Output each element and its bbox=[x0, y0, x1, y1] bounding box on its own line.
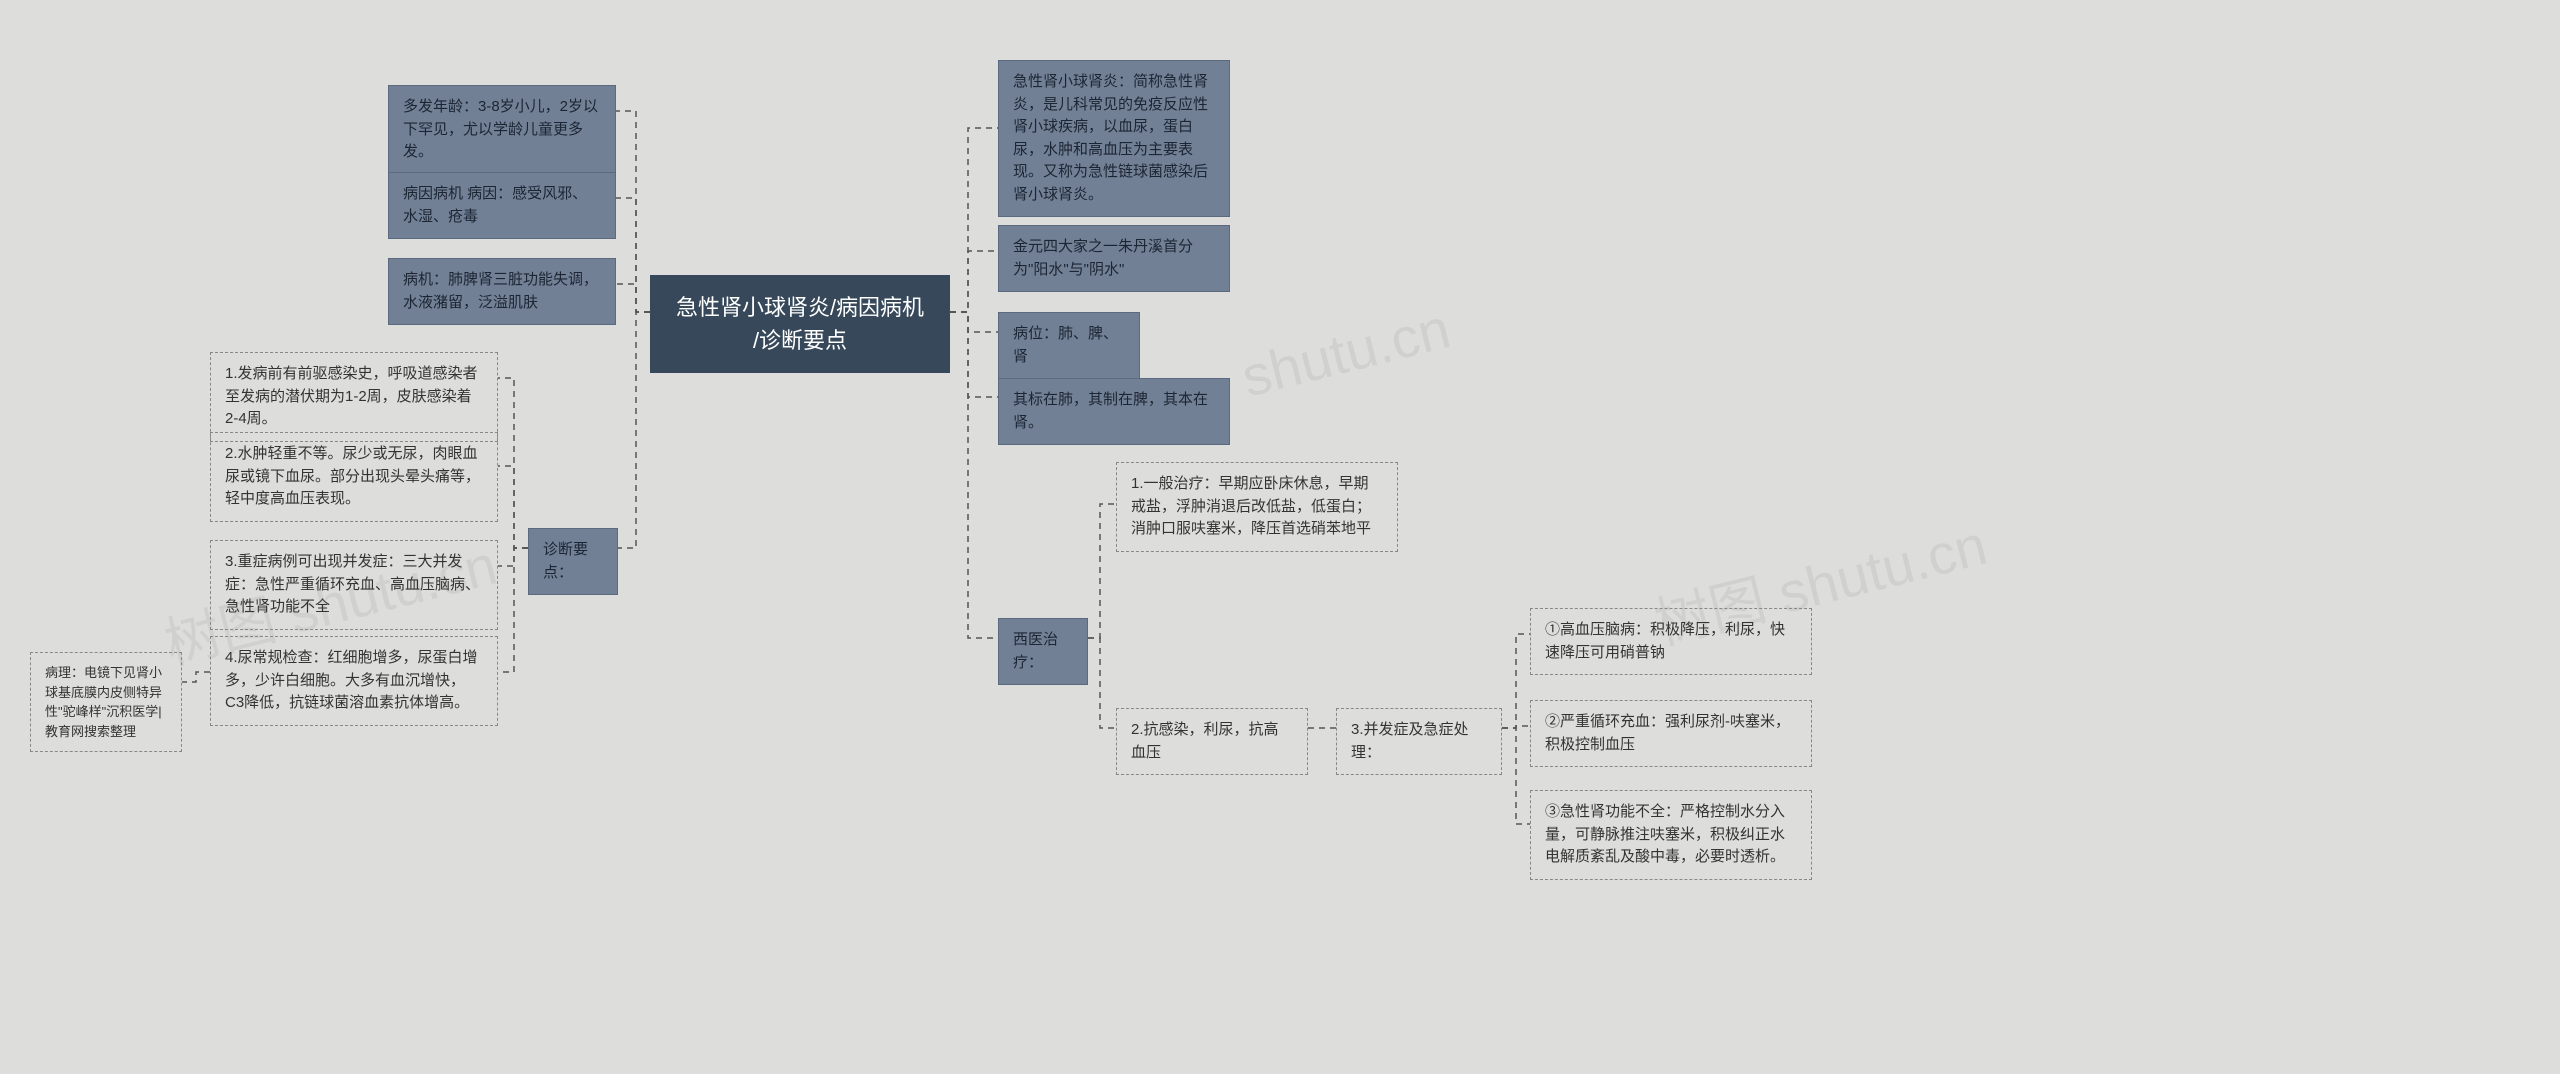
left-node-mechanism: 病机：肺脾肾三脏功能失调，水液潴留，泛溢肌肤 bbox=[388, 258, 616, 325]
left-node-diagnosis-title: 诊断要点： bbox=[528, 528, 618, 595]
comp-item-1: ①高血压脑病：积极降压，利尿，快速降压可用硝普钠 bbox=[1530, 608, 1812, 675]
left-node-age: 多发年龄：3-8岁小儿，2岁以下罕见，尤以学龄儿童更多发。 bbox=[388, 85, 616, 175]
treat-item-1: 1.一般治疗：早期应卧床休息，早期戒盐，浮肿消退后改低盐，低蛋白；消肿口服呋塞米… bbox=[1116, 462, 1398, 552]
root-node: 急性肾小球肾炎/病因病机 /诊断要点 bbox=[650, 275, 950, 373]
treat-item-3: 3.并发症及急症处理： bbox=[1336, 708, 1502, 775]
right-node-location: 病位：肺、脾、肾 bbox=[998, 312, 1140, 379]
right-node-history: 金元四大家之一朱丹溪首分为"阳水"与"阴水" bbox=[998, 225, 1230, 292]
comp-item-2: ②严重循环充血：强利尿剂-呋塞米，积极控制血压 bbox=[1530, 700, 1812, 767]
root-title-line2: /诊断要点 bbox=[753, 328, 847, 353]
diag-item-4: 4.尿常规检查：红细胞增多，尿蛋白增多，少许白细胞。大多有血沉增快，C3降低，抗… bbox=[210, 636, 498, 726]
left-node-cause: 病因病机 病因：感受风邪、水湿、疮毒 bbox=[388, 172, 616, 239]
diag-item-2: 2.水肿轻重不等。尿少或无尿，肉眼血尿或镜下血尿。部分出现头晕头痛等，轻中度高血… bbox=[210, 432, 498, 522]
watermark: shutu.cn bbox=[1235, 295, 1456, 409]
right-node-definition: 急性肾小球肾炎：简称急性肾炎，是儿科常见的免疫反应性肾小球疾病，以血尿，蛋白尿，… bbox=[998, 60, 1230, 217]
treat-item-2: 2.抗感染，利尿，抗高血压 bbox=[1116, 708, 1308, 775]
root-title-line1: 急性肾小球肾炎/病因病机 bbox=[676, 295, 924, 320]
right-node-western: 西医治疗： bbox=[998, 618, 1088, 685]
comp-item-3: ③急性肾功能不全：严格控制水分入量，可静脉推注呋塞米，积极纠正水电解质紊乱及酸中… bbox=[1530, 790, 1812, 880]
right-node-principle: 其标在肺，其制在脾，其本在肾。 bbox=[998, 378, 1230, 445]
diag-item-1: 1.发病前有前驱感染史，呼吸道感染者至发病的潜伏期为1-2周，皮肤感染着2-4周… bbox=[210, 352, 498, 442]
diag-item-3: 3.重症病例可出现并发症：三大并发症：急性严重循环充血、高血压脑病、急性肾功能不… bbox=[210, 540, 498, 630]
diag-item-4-sub: 病理：电镜下见肾小球基底膜内皮侧特异性"驼峰样"沉积医学|教育网搜索整理 bbox=[30, 652, 182, 752]
